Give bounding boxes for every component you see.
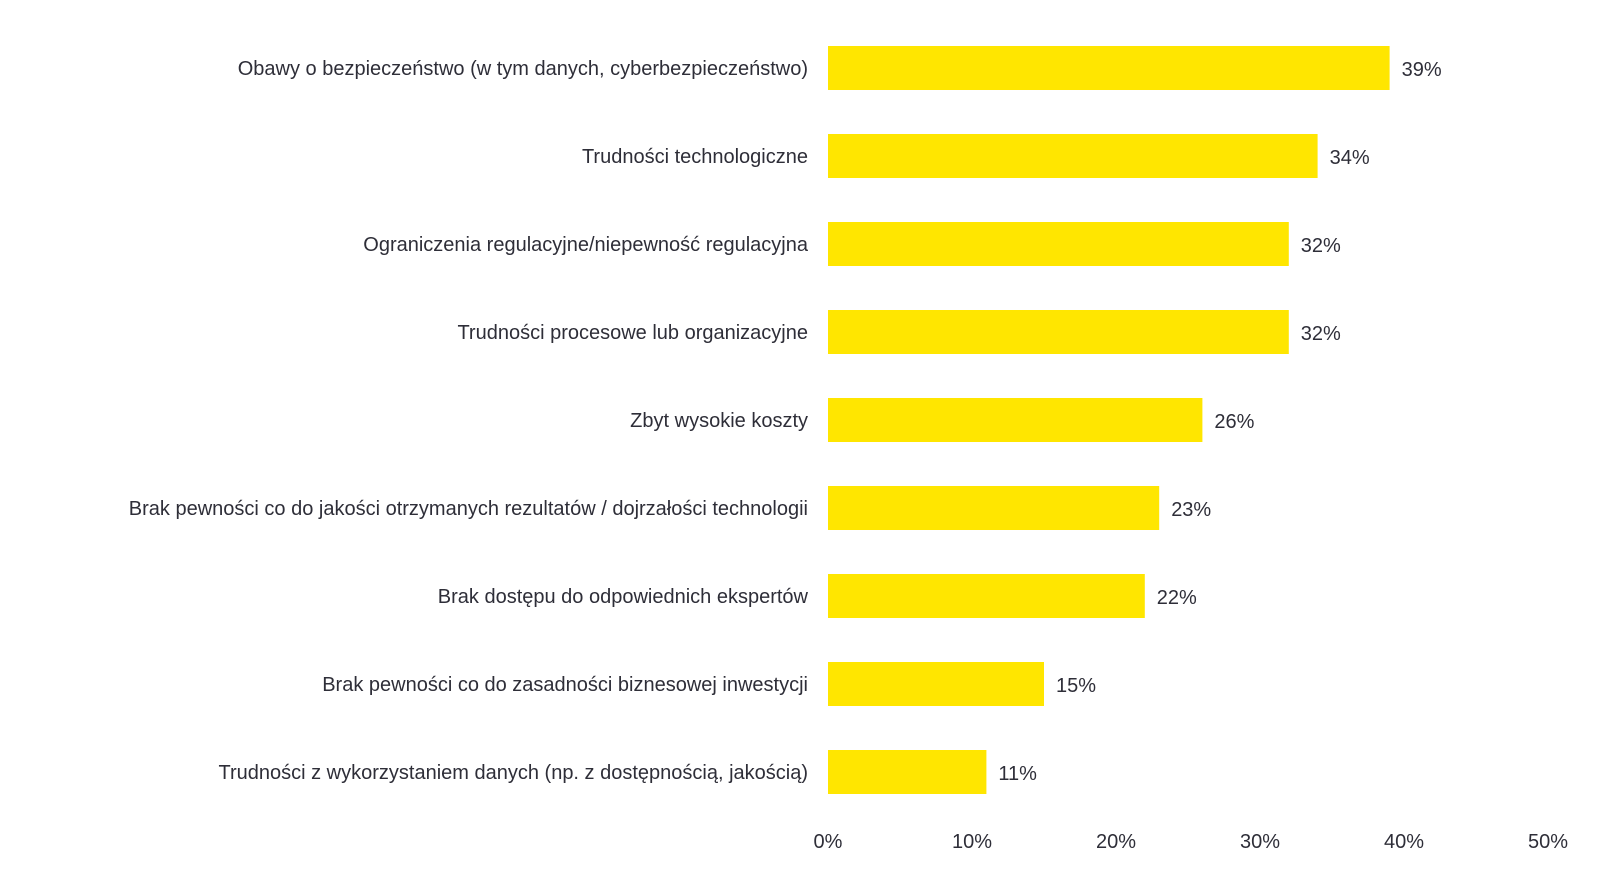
data-label: 15% — [1056, 675, 1096, 697]
bar — [828, 398, 1203, 442]
x-tick-label: 10% — [952, 831, 992, 853]
category-label: Brak dostępu do odpowiednich ekspertów — [438, 586, 809, 608]
category-labels: Obawy o bezpieczeństwo (w tym danych, cy… — [129, 58, 809, 784]
bars-layer — [828, 46, 1390, 794]
category-label: Brak pewności co do jakości otrzymanych … — [129, 498, 808, 520]
category-label: Zbyt wysokie koszty — [630, 410, 808, 432]
data-label: 26% — [1214, 411, 1254, 433]
data-label: 32% — [1301, 323, 1341, 345]
bar — [828, 310, 1289, 354]
category-label: Obawy o bezpieczeństwo (w tym danych, cy… — [238, 58, 808, 80]
x-tick-label: 0% — [814, 831, 843, 853]
data-label: 22% — [1157, 587, 1197, 609]
x-tick-label: 40% — [1384, 831, 1424, 853]
category-label: Trudności technologiczne — [582, 146, 808, 168]
category-label: Ograniczenia regulacyjne/niepewność regu… — [363, 234, 809, 256]
bar — [828, 134, 1318, 178]
bar — [828, 222, 1289, 266]
x-tick-label: 50% — [1528, 831, 1568, 853]
category-label: Trudności procesowe lub organizacyjne — [457, 322, 808, 344]
data-label: 32% — [1301, 235, 1341, 257]
category-label: Trudności z wykorzystaniem danych (np. z… — [218, 762, 808, 784]
x-tick-label: 20% — [1096, 831, 1136, 853]
x-axis-tick-labels: 0% 10% 20% 30% 40% 50% — [814, 831, 1569, 853]
bar — [828, 750, 987, 794]
category-label: Brak pewności co do zasadności biznesowe… — [322, 674, 808, 696]
data-label: 11% — [998, 763, 1037, 785]
bar — [828, 574, 1145, 618]
data-label: 34% — [1330, 147, 1370, 169]
bar — [828, 662, 1044, 706]
data-label: 23% — [1171, 499, 1211, 521]
bar — [828, 46, 1390, 90]
data-label: 39% — [1402, 59, 1442, 81]
x-tick-label: 30% — [1240, 831, 1280, 853]
bar — [828, 486, 1160, 530]
value-labels: 39% 34% 32% 32% 26% 23% 22% 15% 11% — [998, 59, 1441, 785]
